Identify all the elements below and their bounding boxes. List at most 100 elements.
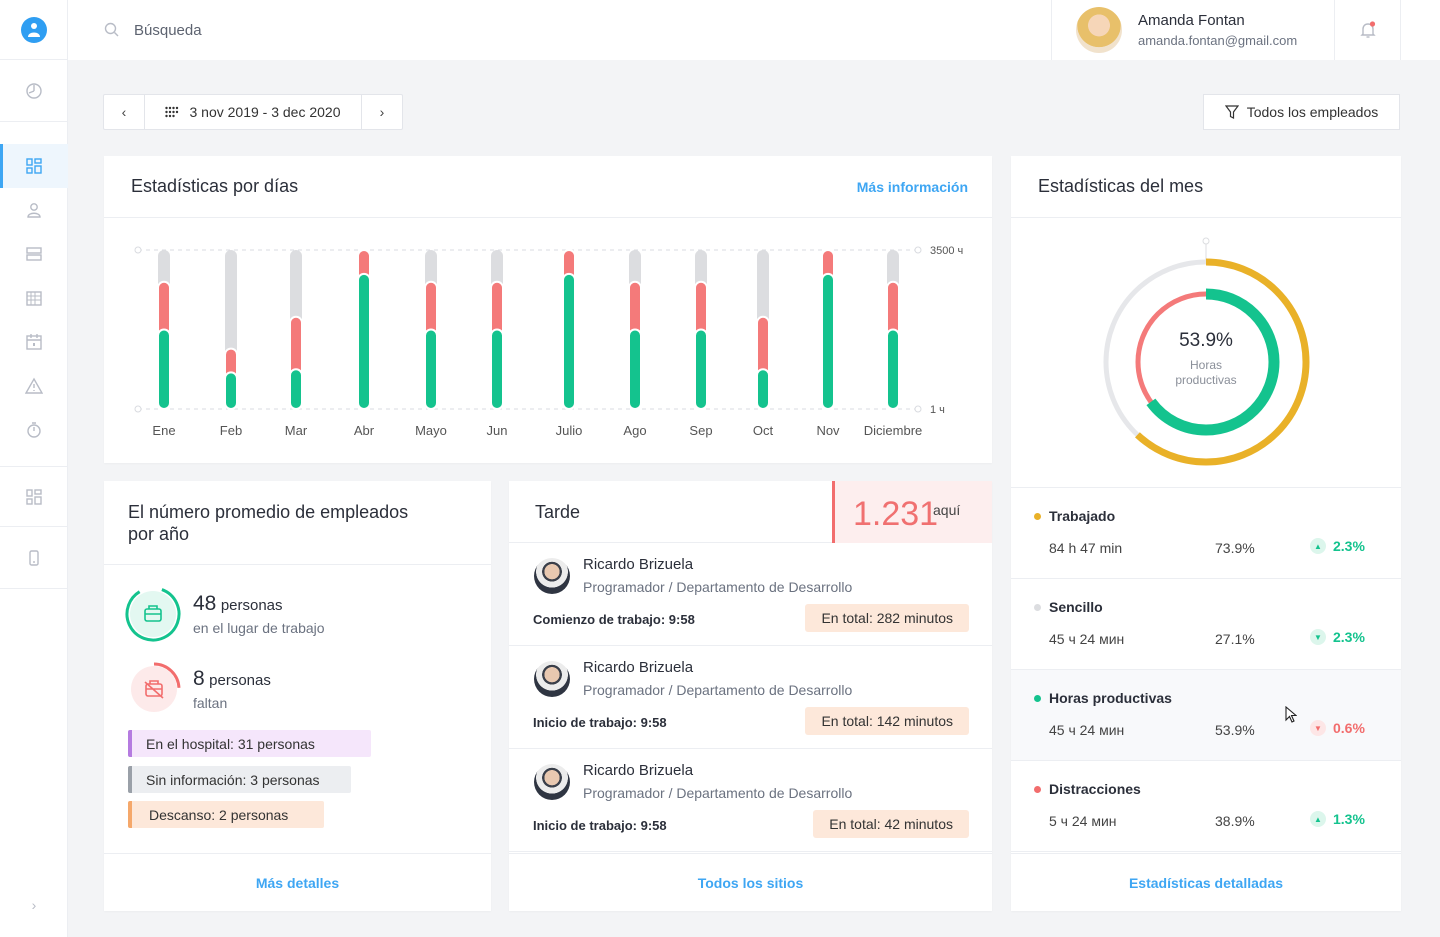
date-range-field[interactable]: 3 nov 2019 - 3 dec 2020 [144,95,362,129]
more-details-link[interactable]: Más detalles [255,874,340,891]
bar-chart: 3500 ч 1 ч Ene Feb Mar Abr Mayo Jun Julio Ago Sep O… [134,245,963,438]
apps-grid-icon [25,488,42,505]
row-time: 5 ч 24 мин [1049,813,1117,829]
trend-value: 2.3% [1333,538,1365,554]
late-count-unit: aquí [933,502,961,518]
donut-outer-arc [1102,258,1310,466]
list-item[interactable]: Ricardo Brizuela Programador / Departame… [509,646,992,749]
month-row-idle[interactable]: Sencillo 45 ч 24 мин 27.1% ▼ 2.3% [1011,579,1401,670]
bar-segment [224,371,238,410]
row-time: 45 ч 24 мин [1049,631,1125,647]
row-percent: 53.9% [1215,722,1255,738]
y-tick-label: 1 ч [930,404,945,416]
tag-hospital: En el hospital: 31 personas [128,730,371,757]
all-sites-link[interactable]: Todos los sitios [697,874,804,891]
date-next-button[interactable]: › [379,104,385,120]
sidebar-item-calendar[interactable] [0,320,68,364]
list-item[interactable]: Ricardo Brizuela Programador / Departame… [509,543,992,646]
person-start: Inicio de trabajo: 9:58 [533,818,667,833]
search-box[interactable]: Búsqueda [104,0,202,60]
sidebar: › [0,0,68,937]
bar-segment [490,328,504,410]
sidebar-item-calendar-grid[interactable] [0,276,68,320]
absent-unit: personas [209,672,271,689]
row-name: Horas productivas [1049,690,1172,706]
filter-icon [1224,105,1239,119]
bar-segment [756,368,770,410]
user-name: Amanda Fontan [1138,12,1245,29]
sidebar-item-timer[interactable] [0,408,68,452]
present-unit: personas [220,597,283,614]
month-row-productive[interactable]: Horas productivas 45 ч 24 мин 53.9% ▼ 0.6… [1011,670,1401,761]
card-footer: Todos los sitios [509,853,992,911]
bar-segment [821,272,835,410]
donut-center: 53.9% Horas productivas [1011,330,1401,388]
trend-badge: ▼ 0.6% [1310,720,1365,736]
person-role: Programador / Departamento de Desarrollo [583,579,853,595]
donut-pointer-dot [1202,237,1210,245]
sidebar-item-servers[interactable] [0,232,68,276]
calendar-dots-icon [165,106,179,118]
late-count-badge: 1.231 aquí [832,481,992,543]
search-icon [104,22,119,37]
filter-label: Todos los empleados [1246,104,1379,120]
trend-value: 0.6% [1333,720,1365,736]
sidebar-item-mobile[interactable] [0,536,68,580]
grid-icon [25,158,42,174]
bar-segment [289,368,303,410]
sidebar-item-overview[interactable] [0,144,68,188]
card-footer: Más detalles [104,853,491,911]
date-range-label: 3 nov 2019 - 3 dec 2020 [189,104,341,120]
bar-segment [357,272,371,410]
user-menu[interactable]: Amanda Fontan amanda.fontan@gmail.com [1051,0,1335,60]
notifications-button[interactable] [1335,0,1401,60]
sidebar-item-users[interactable] [0,188,68,232]
grid-marker [914,246,922,254]
x-tick-label: Julio [556,423,583,438]
row-percent: 27.1% [1215,631,1255,647]
layers-icon [25,247,42,261]
person-total: En total: 42 minutos [813,810,969,838]
present-stats: 48 personas en el lugar de trabajo [193,592,325,636]
status-dot [1034,695,1041,702]
avatar [534,558,570,594]
trend-down-icon: ▼ [1310,629,1326,645]
bar-segment [694,328,708,410]
late-card: Tarde 1.231 aquí Ricardo Brizuela Progra… [509,481,992,911]
card-header: Estadísticas del mes [1011,156,1401,218]
sidebar-item-alerts[interactable] [0,364,68,408]
x-tick-label: Ene [152,423,175,438]
grid-marker [134,246,142,254]
card-header: El número promedio de empleados por año [104,481,491,565]
card-title: El número promedio de empleados por año [128,502,409,544]
app-logo[interactable] [0,0,67,60]
list-item[interactable]: Ricardo Brizuela Programador / Departame… [509,749,992,852]
warning-icon [24,377,43,394]
stats-by-days-card: Estadísticas por días Más información 35… [104,156,992,463]
employee-filter-button[interactable]: Todos los empleados [1203,94,1400,130]
donut-svg [1102,237,1310,466]
bell-icon [1359,21,1376,38]
sidebar-item-apps[interactable] [0,475,68,519]
month-row-distractions[interactable]: Distracciones 5 ч 24 мин 38.9% ▲ 1.3% [1011,761,1401,852]
sidebar-item-dashboard-time[interactable] [0,69,68,113]
person-name: Ricardo Brizuela [583,762,694,779]
card-header: Tarde 1.231 aquí [509,481,992,543]
more-info-link[interactable]: Más información [856,178,968,195]
month-row-worked[interactable]: Trabajado 84 h 47 min 73.9% ▲ 2.3% [1011,488,1401,579]
detailed-stats-link[interactable]: Estadísticas detalladas [1128,874,1284,891]
avatar [534,764,570,800]
bar-segment [628,328,642,410]
trend-down-icon: ▼ [1310,720,1326,736]
tag-no-info: Sin información: 3 personas [128,766,351,793]
person-name: Ricardo Brizuela [583,659,694,676]
user-icon [26,203,41,218]
phone-icon [28,549,39,566]
expand-sidebar-icon[interactable]: › [31,897,37,913]
topbar: Búsqueda Amanda Fontan amanda.fontan@gma… [68,0,1440,60]
date-prev-button[interactable]: ‹ [121,104,127,120]
x-tick-label: Ago [623,423,646,438]
trend-value: 1.3% [1333,811,1365,827]
calendar-icon [25,334,42,350]
search-input[interactable]: Búsqueda [134,21,202,39]
